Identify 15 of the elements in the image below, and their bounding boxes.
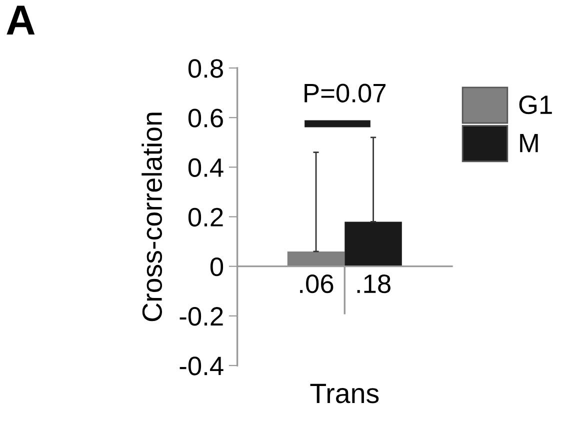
y-tick-label: 0.2 [188,208,223,227]
y-axis-title: Cross-correlation [142,112,162,322]
data-label: .06 [300,274,334,294]
data-label: .18 [357,274,390,294]
legend-label: M [520,134,538,152]
annotation: P=0.07 [304,84,386,102]
legend-label: G1 [519,95,552,114]
y-tick-label: -0.4 [180,356,224,376]
y-tick-label: 0.8 [188,59,223,78]
y-tick-label: 0.4 [188,158,224,177]
x-tick-label: Trans [310,384,379,404]
chart-title: A [6,6,35,34]
y-tick-label: 0.6 [188,108,223,128]
y-tick-label: 0 [210,257,224,276]
y-tick-label: -0.2 [180,307,223,326]
